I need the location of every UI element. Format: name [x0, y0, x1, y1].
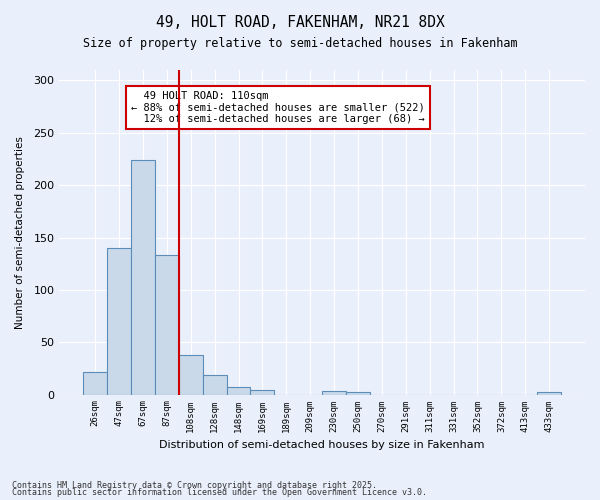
- Bar: [83, 372, 107, 394]
- Text: Contains HM Land Registry data © Crown copyright and database right 2025.: Contains HM Land Registry data © Crown c…: [12, 480, 377, 490]
- Bar: [537, 392, 561, 394]
- Bar: [346, 392, 370, 394]
- X-axis label: Distribution of semi-detached houses by size in Fakenham: Distribution of semi-detached houses by …: [160, 440, 485, 450]
- Text: Size of property relative to semi-detached houses in Fakenham: Size of property relative to semi-detach…: [83, 38, 517, 51]
- Bar: [155, 256, 179, 394]
- Bar: [107, 248, 131, 394]
- Bar: [179, 355, 203, 395]
- Bar: [131, 160, 155, 394]
- Text: Contains public sector information licensed under the Open Government Licence v3: Contains public sector information licen…: [12, 488, 427, 497]
- Text: 49 HOLT ROAD: 110sqm  
← 88% of semi-detached houses are smaller (522)
  12% of : 49 HOLT ROAD: 110sqm ← 88% of semi-detac…: [131, 91, 425, 124]
- Y-axis label: Number of semi-detached properties: Number of semi-detached properties: [15, 136, 25, 328]
- Bar: [227, 387, 250, 394]
- Bar: [322, 392, 346, 394]
- Bar: [250, 390, 274, 394]
- Bar: [203, 374, 227, 394]
- Text: 49, HOLT ROAD, FAKENHAM, NR21 8DX: 49, HOLT ROAD, FAKENHAM, NR21 8DX: [155, 15, 445, 30]
